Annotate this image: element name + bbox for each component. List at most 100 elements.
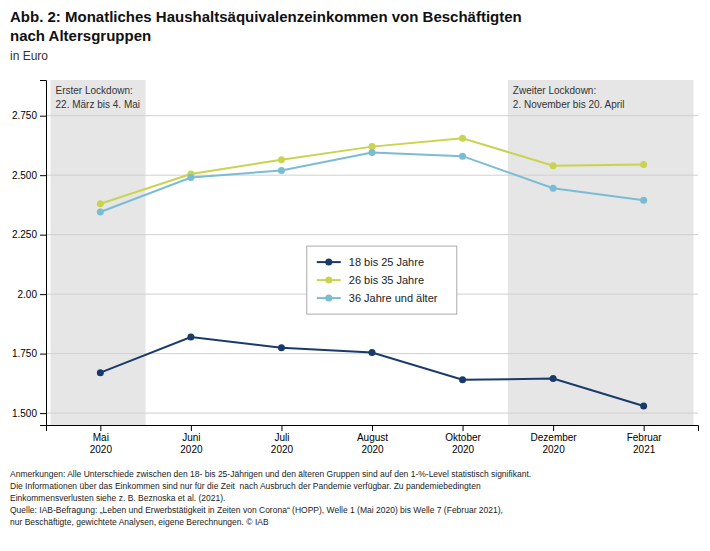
x-tick-label-line: 2020 [90,444,113,455]
x-tick-label: Juni2020 [180,432,203,455]
series-point [640,161,647,168]
y-tick-label: 1.500 [12,408,37,419]
y-tick: 1.750 [12,348,46,359]
x-tick-mark [191,425,192,431]
y-tick-mark [40,116,46,117]
subtitle: in Euro [10,49,48,63]
legend-frame [307,246,457,314]
legend-label: 26 bis 35 Jahre [349,274,424,286]
shaded-region-labels: Erster Lockdown:22. März bis 4. MaiZweit… [56,85,625,110]
chart: Abb. 2: Monatliches Haushaltsäquivalenze… [0,0,710,551]
footnote: Quelle: IAB-Befragung: „Leben und Erwerb… [10,505,503,515]
footnote: Anmerkungen: Alle Unterschiede zwischen … [10,469,531,479]
grid-line [46,175,698,176]
x-tick-label-line: 2020 [271,444,294,455]
x-tick: Mai2020 [90,425,113,455]
y-tick-label: 2.750 [12,110,37,121]
legend-entry: 18 bis 25 Jahre [317,256,424,268]
x-tick-label-line: Februar [627,432,663,443]
x-tick: Juni2020 [180,425,203,455]
y-axis: 1.500 1.750 2.00 2.250 2.500 2.750 [12,81,47,426]
series-point [550,375,557,382]
x-tick-label: August2020 [357,432,388,455]
series [97,135,647,410]
legend-marker [325,259,332,266]
footnotes: Anmerkungen: Alle Unterschiede zwischen … [10,469,531,527]
series-point [550,185,557,192]
legend-marker [325,295,332,302]
footnote: nur Beschäftigte, gewichtete Analysen, e… [10,517,269,527]
x-tick-label-line: Juli [274,432,289,443]
x-tick-label-line: Oktober [445,432,481,443]
plot: Mai2020Juni2020Juli2020August2020Oktober… [12,80,699,455]
shaded-region-label: Zweiter Lockdown: [513,85,596,96]
series-group [97,333,647,409]
shaded-regions [51,80,694,425]
series-point [640,197,647,204]
series-line [100,138,643,203]
series-point [369,149,376,156]
series-point [640,402,647,409]
legend-marker [325,277,332,284]
legend-entry: 36 Jahre und älter [317,292,438,304]
shaded-region-label: 22. März bis 4. Mai [56,99,140,110]
y-tick-mark [40,354,46,355]
x-tick-mark [644,425,645,431]
y-tick-mark [40,235,46,236]
series-point [97,200,104,207]
x-axis: Mai2020Juni2020Juli2020August2020Oktober… [47,425,699,455]
y-axis-line [40,81,47,426]
y-tick: 2.750 [12,110,46,121]
x-tick-label: Oktober2020 [445,432,481,455]
footnote: Die Informationen über das Einkommen sin… [10,481,481,491]
y-tick-label: 2.250 [12,229,37,240]
grid-line [46,115,698,116]
series-point [278,156,285,163]
y-tick-mark [40,294,46,295]
x-tick-mark [281,425,282,431]
x-tick-mark [463,425,464,431]
x-tick-label-line: Dezember [531,432,578,443]
series-point [459,376,466,383]
x-axis-line [47,426,699,432]
series-point [187,174,194,181]
y-tick: 2.500 [12,170,46,181]
series-point [97,369,104,376]
x-tick-label-line: Juni [182,432,200,443]
series-point [369,349,376,356]
legend-label: 18 bis 25 Jahre [349,256,424,268]
series-point [278,167,285,174]
grid-line [46,413,698,414]
x-tick-mark [553,425,554,431]
grid [46,116,698,413]
y-tick: 2.250 [12,229,46,240]
series-line [100,153,643,212]
title-group: Abb. 2: Monatliches Haushaltsäquivalenze… [10,8,522,63]
x-tick: Juli2020 [271,425,294,455]
y-tick-mark [40,413,46,414]
series-group [97,135,647,207]
x-tick-label: Mai2020 [90,432,113,455]
y-tick-label: 1.750 [12,348,37,359]
x-tick-label-line: 2020 [361,444,384,455]
shaded-region [508,80,694,425]
x-tick: August2020 [357,425,388,455]
x-tick-mark [372,425,373,431]
series-point [459,135,466,142]
y-tick: 2.00 [18,289,46,300]
y-tick: 1.500 [12,408,46,419]
shaded-region-label: 2. November bis 20. April [513,99,625,110]
series-point [459,153,466,160]
series-group [97,149,647,215]
series-point [278,344,285,351]
legend-label: 36 Jahre und älter [349,292,438,304]
footnote: Einkommensverlusten siehe z. B. Beznoska… [10,493,225,503]
x-tick-label-line: 2021 [633,444,656,455]
x-tick: Dezember2020 [531,425,578,455]
x-tick-label-line: Mai [93,432,109,443]
grid-line [46,234,698,235]
x-tick: Februar2021 [627,425,663,455]
x-tick-label-line: 2020 [542,444,565,455]
title: Abb. 2: Monatliches Haushaltsäquivalenze… [10,8,522,25]
x-tick: Oktober2020 [445,425,481,455]
